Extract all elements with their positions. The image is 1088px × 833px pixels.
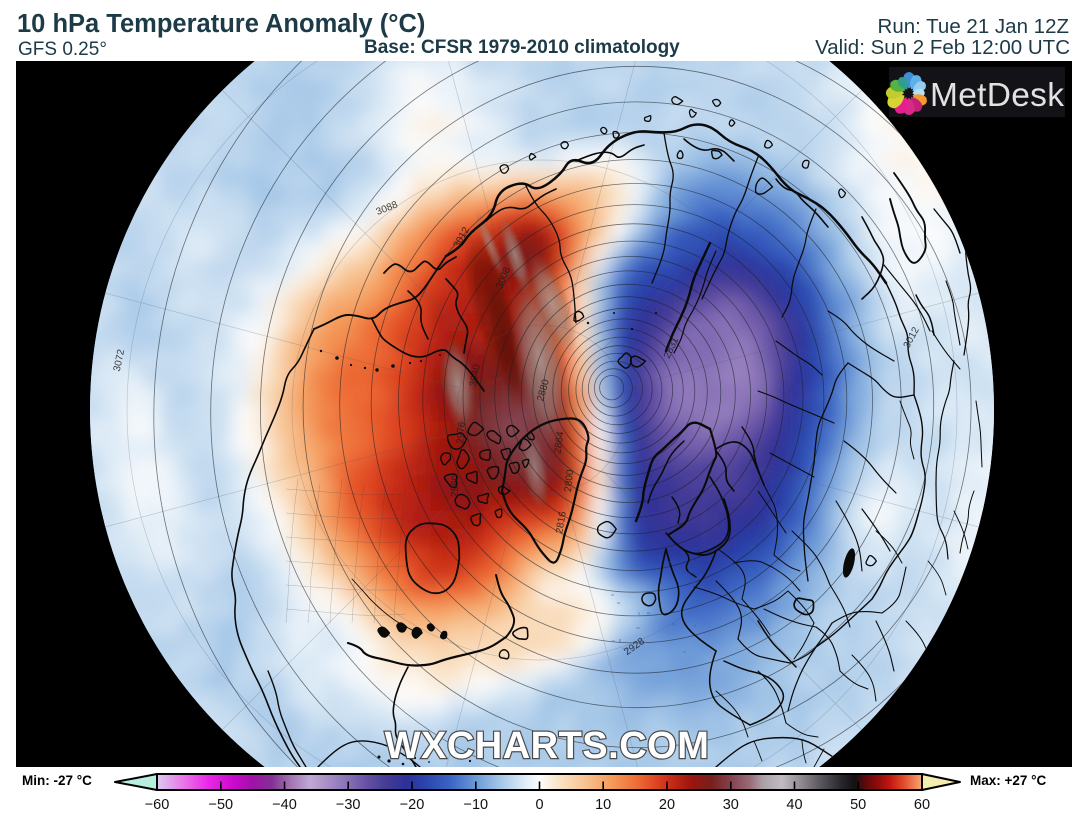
svg-text:3072: 3072 [112,348,127,372]
svg-text:2976: 2976 [455,421,468,444]
svg-text:2864: 2864 [553,430,567,454]
svg-text:2800: 2800 [563,469,576,493]
svg-text:MetDesk: MetDesk [930,77,1064,114]
svg-text:2816: 2816 [554,510,569,534]
svg-text:3040: 3040 [468,363,483,387]
svg-text:WXCHARTS.COM: WXCHARTS.COM [385,725,710,767]
svg-text:2960: 2960 [450,474,462,497]
